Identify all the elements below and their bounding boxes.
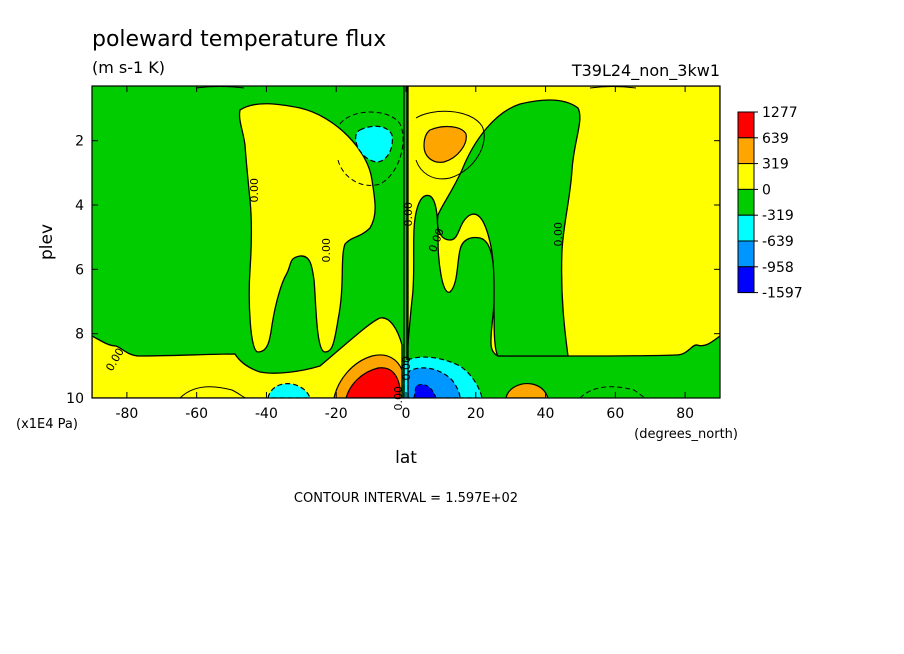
contour-label: 0.00	[402, 202, 415, 227]
run-label: T39L24_non_3kw1	[571, 61, 720, 81]
contour-label: 0.00	[400, 356, 413, 381]
region-nh-negative	[436, 99, 581, 357]
y-axis: 2 4 6 8 10	[66, 134, 720, 407]
contour-line-sh-upper	[337, 111, 404, 186]
colorbar-level-label: 639	[762, 131, 789, 147]
contour-interval: CONTOUR INTERVAL = 1.597E+02	[294, 491, 518, 506]
y-axis-units: (x1E4 Pa)	[16, 417, 78, 432]
contour-line-nh-upper	[415, 110, 485, 180]
region-sh-positive-lower	[92, 317, 403, 398]
colorbar-swatch	[737, 137, 755, 165]
x-tick-label: 80	[676, 406, 694, 422]
region-sh-positive-upper	[238, 103, 376, 353]
contour-line-nh-lower	[579, 386, 647, 398]
x-tick-label: 40	[537, 406, 555, 422]
y-tick-label: 2	[75, 134, 84, 150]
region-sh-cyan-upper	[355, 125, 393, 163]
colorbar: 1277 639 319 0 -319 -639 -958 -1597	[737, 105, 803, 302]
colorbar-swatch	[737, 266, 755, 294]
x-tick-label: -20	[325, 406, 348, 422]
y-tick-label: 10	[66, 391, 84, 407]
colorbar-swatch	[737, 214, 755, 242]
x-tick-label: 60	[606, 406, 624, 422]
region-sh-cyan-lower	[267, 383, 311, 398]
colorbar-level-label: -1597	[762, 286, 803, 302]
y-axis-label: plev	[37, 224, 57, 260]
y-tick-label: 8	[75, 327, 84, 343]
colorbar-level-label: 1277	[762, 105, 798, 121]
chart-title: poleward temperature flux	[92, 27, 386, 52]
x-axis-label: lat	[395, 448, 417, 468]
colorbar-level-label: -639	[762, 234, 794, 250]
y-tick-label: 6	[75, 262, 84, 278]
x-tick-label: 20	[467, 406, 485, 422]
contour-line-equator-vertical	[403, 86, 409, 398]
colorbar-level-label: -958	[762, 260, 794, 276]
x-axis: -80 -60 -40 -20 0 20 40 60 80	[115, 86, 694, 422]
x-axis-units: (degrees_north)	[634, 427, 738, 442]
contour-label: 0.00	[552, 222, 565, 247]
colorbar-swatch	[737, 163, 755, 190]
contour-line-sh-lower	[179, 386, 247, 398]
x-tick-label: 0	[402, 406, 411, 422]
colorbar-swatch	[737, 240, 755, 268]
colorbar-level-label: 0	[762, 182, 771, 198]
x-tick-label: -40	[255, 406, 278, 422]
colorbar-level-label: 319	[762, 157, 789, 173]
region-nh-orange-lower	[505, 383, 549, 398]
chart-subtitle: (m s-1 K)	[92, 58, 165, 77]
contour-label: 0.00	[248, 178, 261, 203]
region-equator-red	[345, 367, 401, 398]
region-nh-orange-upper	[423, 125, 467, 163]
colorbar-swatch	[737, 188, 755, 216]
y-tick-label: 4	[75, 198, 84, 214]
colorbar-level-label: -319	[762, 208, 794, 224]
colorbar-swatch	[737, 111, 755, 139]
contour-label: 0.00	[320, 238, 333, 263]
x-tick-label: -60	[185, 406, 208, 422]
x-tick-label: -80	[115, 406, 138, 422]
contour-field	[92, 86, 720, 398]
